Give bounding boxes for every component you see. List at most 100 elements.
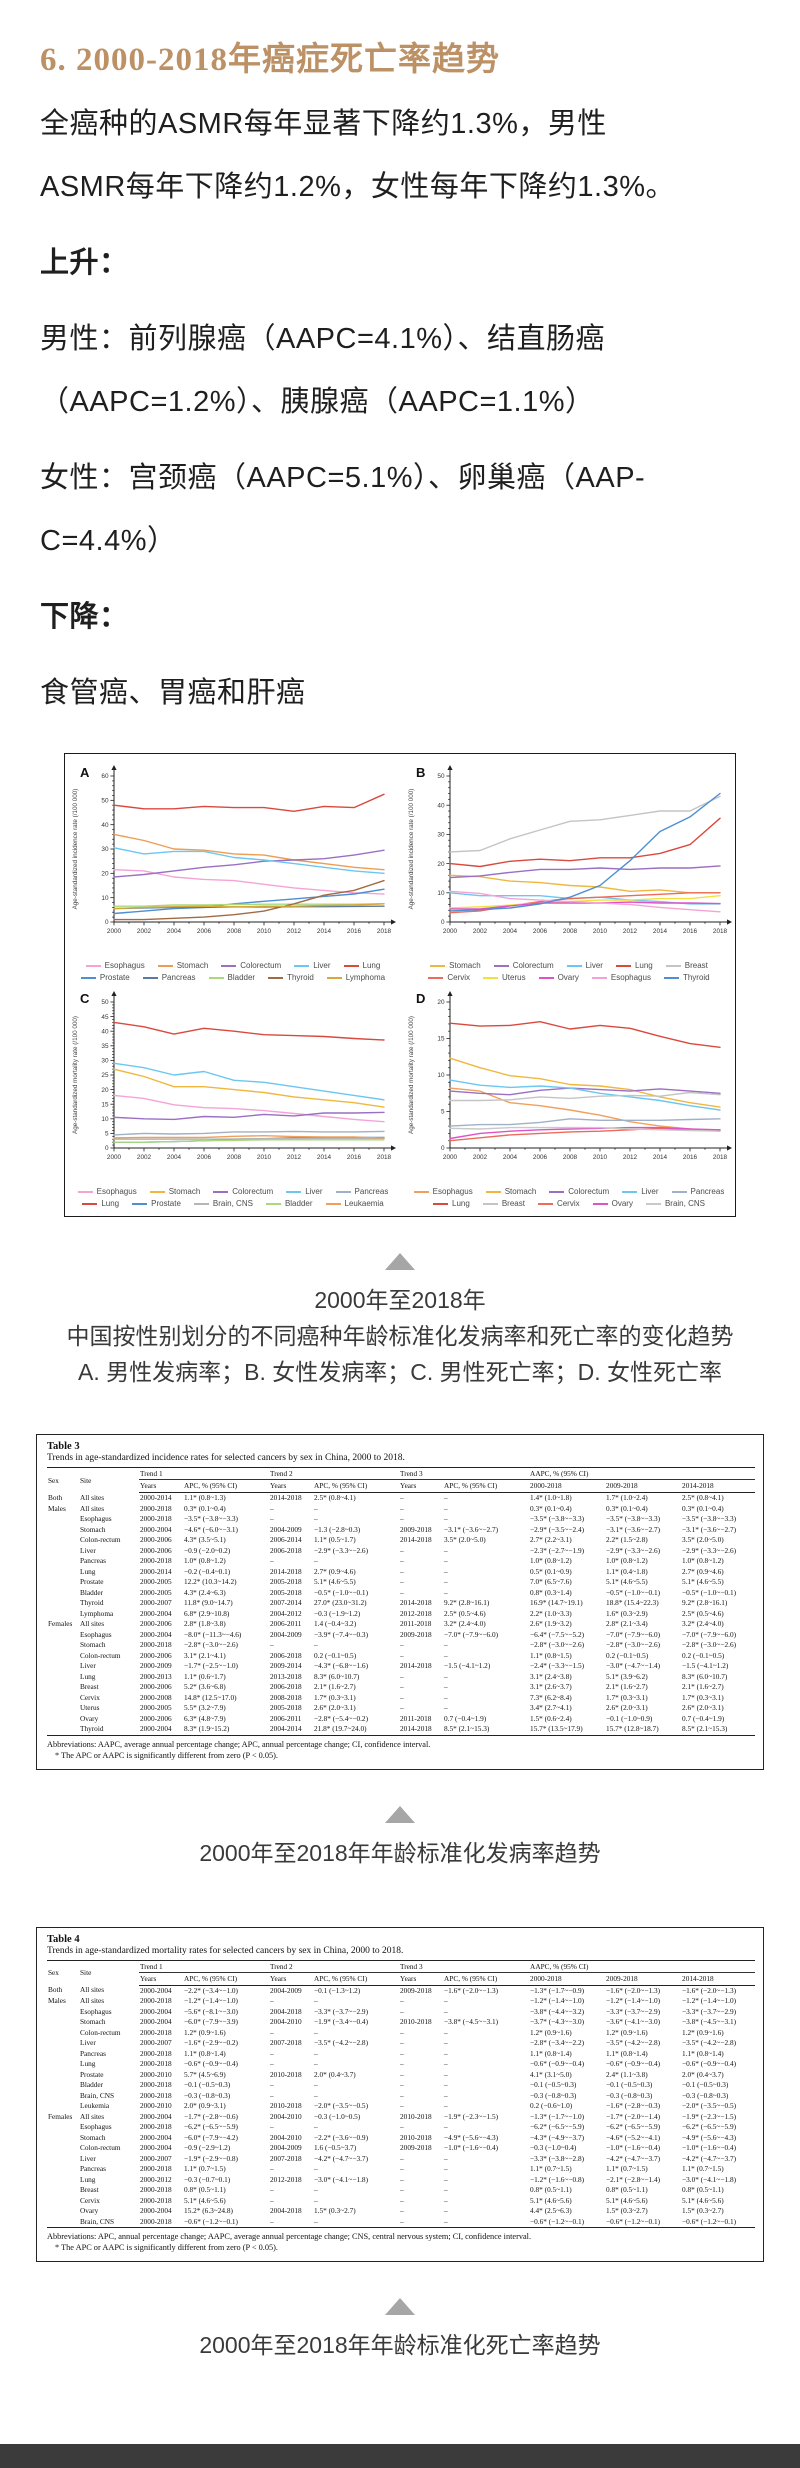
table-cell: – — [444, 1682, 448, 1691]
legend-swatch — [208, 976, 224, 979]
table-cell: All sites — [80, 2111, 105, 2121]
legend-row: Prostate Pancreas Bladder Thyroid Lymphoma — [65, 973, 401, 982]
table-row: Liver 2000-2009 −1.7* (−2.5~−1.0) 2009-2014… — [47, 1661, 755, 1672]
legend-label: Liver — [641, 1187, 659, 1196]
table-row: Leukemia 2000-2010 2.0* (0.9~3.1) 2010-2018… — [47, 2101, 755, 2112]
table-cell: −0.6* (−0.9~−0.4) — [184, 2059, 238, 2068]
legend-swatch — [591, 976, 607, 979]
table-cell: – — [444, 2216, 448, 2226]
table-cell: 2.7* (2.2~3.1) — [530, 1535, 572, 1544]
table-cell: Lung — [80, 2174, 96, 2184]
table-cell: 2006-2018 — [270, 1545, 302, 1555]
svg-text:2006: 2006 — [197, 928, 212, 935]
table-row: Liver 2000-2007 −1.9* (−2.9~−0.8) 2007-2018… — [47, 2154, 755, 2165]
table-cell: 2005-2018 — [270, 1577, 302, 1586]
table-cell: 2000-2004 — [140, 2132, 172, 2142]
table-cell: −4.3* (−4.9~−3.7) — [530, 2132, 585, 2142]
table-row: Females All sites 2000-2004 −1.7* (−2.8~−0.… — [47, 2112, 755, 2123]
table-cell: −0.6* (−0.9~−0.4) — [682, 2059, 737, 2068]
series-line-pancreas — [449, 1118, 721, 1127]
figure-caption-line-1: 2000年至2018年 — [314, 1287, 486, 1313]
table-cell: 12.2* (10.3~14.2) — [184, 1577, 237, 1586]
legend-swatch — [537, 1202, 553, 1205]
table-cell: 2000-2018 — [140, 2048, 172, 2058]
table-cell: – — [400, 1996, 404, 2005]
legend-swatch — [493, 964, 509, 967]
legend-item: Lung — [615, 961, 653, 970]
legend-label: Cervix — [556, 1199, 580, 1208]
table-cell: −0.6* (−1.2~−0.1) — [530, 2216, 585, 2226]
legend-swatch — [433, 1202, 449, 1205]
legend-swatch — [157, 964, 173, 967]
axes — [449, 995, 728, 1149]
table-cell: −0.9 (−2.0~0.2) — [184, 1545, 231, 1555]
table-cell: 1.1* (0.7~1.5) — [184, 2164, 226, 2173]
table-cell: −2.8* (−3.0~−2.6) — [682, 1640, 737, 1649]
table-row: Colon-rectum 2000-2004 −0.9 (−2.9~1.2) 2004… — [47, 2143, 755, 2154]
table-cell: – — [314, 2090, 318, 2100]
table-cell: – — [270, 2122, 274, 2131]
table-cell: – — [270, 2059, 274, 2068]
legend-item: Lung — [82, 1199, 119, 1208]
svg-text:10: 10 — [437, 1072, 445, 1079]
table-cell: 2007-2018 — [270, 2038, 302, 2047]
table-cell: 2004-2009 — [270, 1524, 302, 1534]
svg-text:2018: 2018 — [713, 1154, 728, 1161]
table-cell: −1.6* (−2.0~−1.3) — [682, 1985, 737, 1995]
table-row: Pancreas 2000-2018 1.0* (0.8~1.2) – – – – 1.0* … — [47, 1556, 755, 1567]
table-cell: 2006-2011 — [270, 1619, 302, 1628]
table-row: Ovary 2000-2004 15.2* (6.3~24.8) 2004-2018 1… — [47, 2206, 755, 2217]
table-cell: 0.8* (0.5~1.1) — [530, 2185, 572, 2194]
table-cell: Thyroid — [80, 1598, 104, 1607]
table-cell: 2013-2018 — [270, 1671, 302, 1681]
chart-panel-a: 0 10 20 30 40 50 60 2000 2002 2004 2006 2008 2010 201… — [65, 760, 401, 982]
svg-text:2002: 2002 — [473, 1154, 488, 1161]
table-cell: Colon-rectum — [80, 1535, 121, 1544]
table-cell: −1.9* (−3.4~−0.4) — [314, 2017, 369, 2026]
table-cell: – — [270, 1514, 274, 1523]
table-cell: – — [400, 1514, 404, 1523]
table-4: Table 4 Trends in age-standardized mortal… — [36, 1926, 764, 2262]
table-cell: – — [444, 2101, 448, 2110]
svg-text:45: 45 — [101, 1014, 109, 1021]
table-cell: 2000-2004 — [140, 2006, 172, 2016]
legend-item: Esophagus — [591, 973, 651, 982]
collapse-triangle-icon — [385, 1805, 415, 1823]
table-row: Lung 2000-2014 −0.2 (−0.4~0.1) 2014-2018 2.7… — [47, 1567, 755, 1578]
table-cell: – — [270, 1556, 274, 1565]
table-cell: Bladder — [80, 1587, 104, 1597]
table-row: Liver 2000-2006 −0.9 (−2.0~0.2) 2006-2018 −2… — [47, 1546, 755, 1557]
table-cell: Brain, CNS — [80, 2216, 115, 2226]
table-cell: −1.0* (−1.6~−0.4) — [682, 2143, 737, 2152]
table-cell: 3.5* (2.0~5.0) — [682, 1535, 724, 1544]
legend-swatch — [663, 976, 679, 979]
svg-text:2006: 2006 — [197, 1154, 212, 1161]
table-cell: 2.1* (1.6~2.7) — [682, 1682, 724, 1691]
svg-text:2014: 2014 — [653, 1154, 668, 1161]
table-cell: 0.8* (0.3~1.4) — [530, 1587, 572, 1597]
svg-text:2008: 2008 — [563, 928, 578, 935]
column-sub-header: APC, % (95% CI) — [183, 1479, 270, 1493]
series-line-esophagus — [113, 1094, 385, 1123]
table-cell: −6.2* (−6.5~−5.9) — [682, 2122, 737, 2131]
table-cell: – — [314, 1503, 318, 1513]
table-cell: −3.0* (−4.1~−1.8) — [314, 2174, 369, 2184]
table-cell: 2014-2018 — [400, 1661, 432, 1670]
table-cell: – — [400, 2080, 404, 2089]
svg-text:2018: 2018 — [377, 1154, 392, 1161]
table-cell: 0.8* (0.5~1.1) — [682, 2185, 724, 2194]
table-cell: 2009-2018 — [400, 1524, 432, 1534]
table-row: Lung 2000-2018 −0.6* (−0.9~−0.4) – – – – −0.6* … — [47, 2059, 755, 2070]
table-footnote-significance: * The APC or AAPC is significantly diffe… — [55, 2243, 278, 2252]
chart-canvas-A: 0 10 20 30 40 50 60 2000 2002 2004 2006 2008 2010 201… — [72, 765, 396, 935]
svg-text:2004: 2004 — [503, 1154, 518, 1161]
legend-label: Colorectum — [568, 1187, 610, 1196]
table-cell: 2000-2018 — [140, 2027, 172, 2037]
table-cell: −1.2* (−1.4~−1.0) — [184, 1996, 238, 2005]
table-cell: 0.8* (0.5~1.1) — [606, 2185, 648, 2194]
table-cell: −0.1 (−0.5~0.3) — [184, 2080, 231, 2089]
legend-label: Esophagus — [104, 961, 145, 970]
chart-panel-d: 0 5 10 15 20 2000 2002 2004 2006 2008 2010 2012 2014… — [401, 986, 737, 1208]
table-cell: Breast — [80, 2185, 99, 2194]
table-cell: 1.1* (0.5~1.7) — [314, 1535, 356, 1544]
